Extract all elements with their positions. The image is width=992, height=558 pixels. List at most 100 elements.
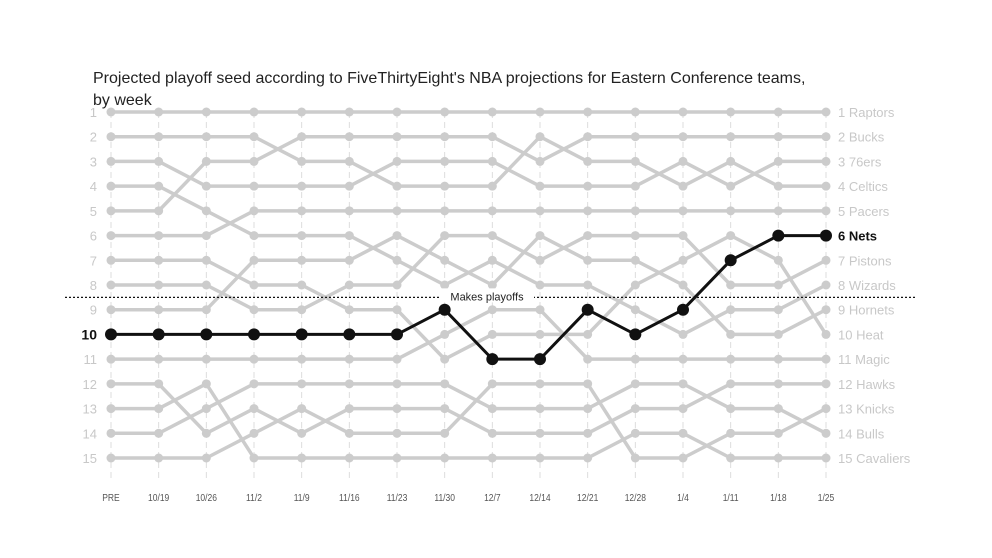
data-point-celtics: [773, 181, 783, 191]
series-line-bucks: [111, 134, 826, 213]
data-point-bucks: [249, 156, 259, 166]
data-point-pacers: [154, 231, 164, 241]
data-point-bucks: [535, 156, 545, 166]
x-tick-label: 10/26: [196, 492, 217, 503]
data-point-knicks: [773, 428, 783, 438]
series-line-wizards: [111, 184, 827, 337]
data-point-pacers: [201, 231, 211, 241]
data-point-heat: [297, 280, 307, 290]
y-tick-label: 2: [90, 130, 97, 145]
x-tick-label: 11/2: [246, 492, 262, 503]
data-point-76ers: [487, 156, 497, 166]
data-point-magic: [344, 354, 354, 364]
data-point-wizards: [440, 280, 450, 290]
data-point-cavaliers: [583, 453, 593, 463]
data-point-celtics: [821, 181, 831, 191]
data-point-heat: [154, 255, 164, 265]
data-point-wizards: [773, 305, 783, 315]
data-point-celtics: [440, 181, 450, 191]
data-point-celtics: [583, 156, 593, 166]
data-point-bulls: [535, 404, 545, 414]
data-point-celtics: [392, 181, 402, 191]
data-point-knicks: [583, 379, 593, 389]
data-point-hornets: [201, 305, 211, 315]
data-point-bulls: [630, 379, 640, 389]
data-point-cavaliers: [726, 453, 736, 463]
data-point-heat: [630, 280, 640, 290]
data-point-nets: [772, 229, 785, 242]
data-point-pacers: [535, 206, 545, 216]
data-point-raptors: [773, 107, 783, 117]
end-label: 6 Nets: [838, 229, 877, 244]
data-point-pistons: [630, 231, 640, 241]
data-point-magic: [249, 354, 259, 364]
data-point-pistons: [297, 305, 307, 315]
data-point-magic: [583, 354, 593, 364]
data-point-pacers: [440, 206, 450, 216]
data-point-76ers: [773, 156, 783, 166]
x-tick-label: 11/23: [387, 492, 408, 503]
data-point-cavaliers: [487, 453, 497, 463]
data-point-wizards: [535, 280, 545, 290]
series-line-bulls: [111, 382, 827, 436]
data-point-knicks: [726, 428, 736, 438]
data-point-wizards: [726, 305, 736, 315]
y-tick-label: 10: [81, 326, 97, 342]
data-point-wizards: [344, 231, 354, 241]
data-point-pistons: [201, 280, 211, 290]
data-point-raptors: [154, 107, 164, 117]
data-point-pacers: [726, 206, 736, 216]
data-point-wizards: [678, 329, 688, 339]
y-tick-label: 14: [83, 426, 97, 441]
data-point-celtics: [678, 181, 688, 191]
data-point-heat: [440, 354, 450, 364]
data-point-hawks: [344, 404, 354, 414]
data-point-nets: [200, 328, 213, 341]
x-tick-label: 1/11: [723, 492, 739, 503]
data-point-bulls: [440, 379, 450, 389]
data-point-bucks: [821, 132, 831, 142]
data-point-nets: [438, 303, 451, 316]
data-point-hawks: [773, 379, 783, 389]
series-line-pacers: [111, 209, 826, 238]
end-label: 15 Cavaliers: [838, 451, 911, 466]
data-point-hawks: [678, 404, 688, 414]
data-point-hornets: [249, 255, 259, 265]
data-point-pistons: [535, 255, 545, 265]
data-point-bulls: [583, 404, 593, 414]
data-point-76ers: [726, 181, 736, 191]
data-point-hornets: [392, 231, 402, 241]
data-point-76ers: [583, 181, 593, 191]
data-point-wizards: [201, 206, 211, 216]
data-point-heat: [535, 329, 545, 339]
data-point-celtics: [726, 156, 736, 166]
data-point-hawks: [535, 428, 545, 438]
data-point-bucks: [392, 132, 402, 142]
end-label: 5 Pacers: [838, 204, 890, 219]
end-label: 7 Pistons: [838, 253, 892, 268]
data-point-wizards: [154, 181, 164, 191]
data-point-magic: [821, 354, 831, 364]
data-point-hawks: [249, 404, 259, 414]
data-point-pacers: [392, 206, 402, 216]
data-point-cavaliers: [392, 453, 402, 463]
x-tick-label: 11/16: [339, 492, 360, 503]
y-tick-label: 8: [90, 278, 97, 293]
y-tick-label: 4: [90, 179, 97, 194]
threshold-label: Makes playoffs: [450, 291, 524, 303]
chart-title: Projected playoff seed according to Five…: [93, 70, 806, 109]
data-point-bucks: [106, 206, 116, 216]
data-point-76ers: [821, 156, 831, 166]
y-tick-label: 6: [90, 229, 97, 244]
data-point-raptors: [392, 107, 402, 117]
data-point-heat: [344, 305, 354, 315]
data-point-heat: [726, 231, 736, 241]
data-point-wizards: [630, 305, 640, 315]
data-point-nets: [629, 328, 642, 341]
data-point-bulls: [392, 379, 402, 389]
data-point-celtics: [154, 132, 164, 142]
data-point-bucks: [583, 132, 593, 142]
y-tick-label: 1: [90, 105, 97, 120]
data-point-76ers: [297, 181, 307, 191]
